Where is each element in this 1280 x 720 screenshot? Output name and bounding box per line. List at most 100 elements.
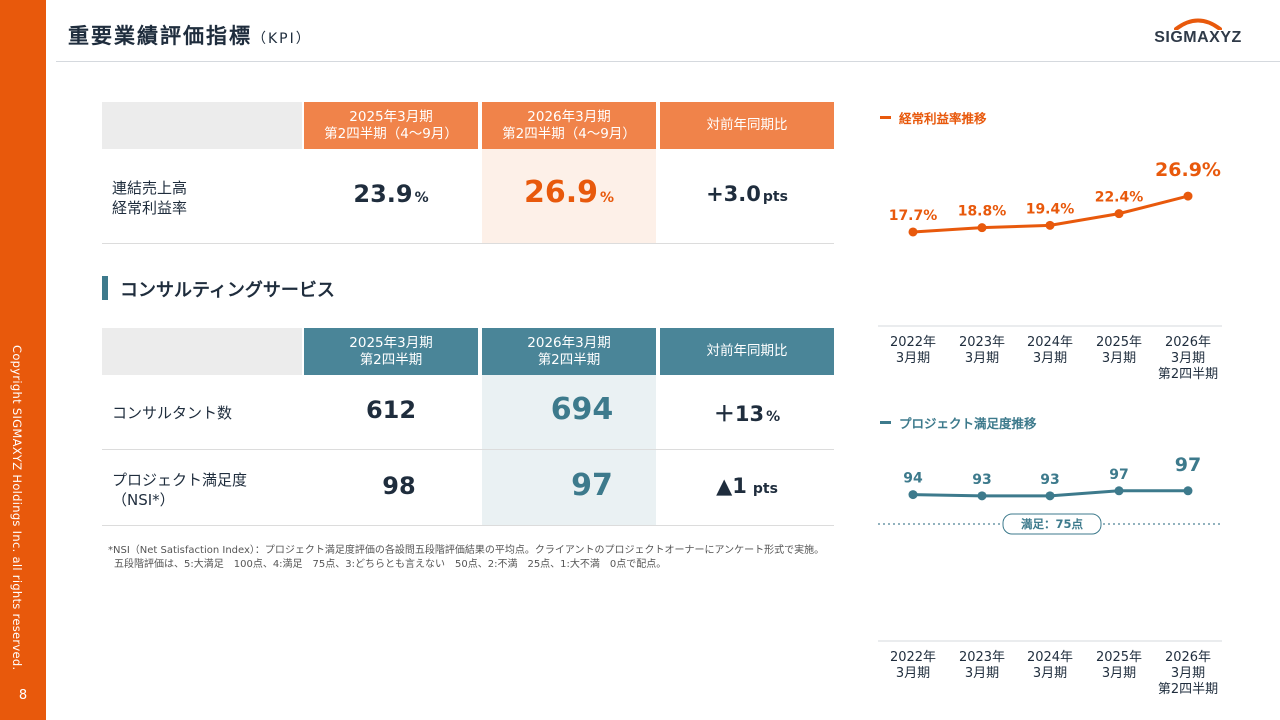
nsi-2026: 97 — [482, 468, 702, 508]
profit-chart-point — [908, 227, 918, 237]
kpi-value-yoy-number: +3.0 — [706, 182, 761, 206]
nsi-chart-category-label: 3月期 — [1033, 666, 1067, 681]
profit-chart-point — [1183, 191, 1193, 201]
nsi-2026-number: 97 — [571, 468, 613, 503]
kpi-col-2026-line1: 2026年3月期 — [527, 108, 611, 125]
nsi-chart-title: プロジェクト満足度推移 — [880, 413, 1037, 432]
kpi-col-yoy-label: 対前年同期比 — [706, 117, 788, 133]
nsi-chart-category-label: 2022年 — [890, 650, 936, 665]
nsi-chart-point — [977, 491, 987, 501]
nsi-chart-category-label: 第2四半期 — [1158, 682, 1218, 697]
consulting-col-yoy: 対前年同期比 — [660, 328, 834, 375]
kpi-table-blank-header — [102, 102, 302, 149]
nsi-chart-category-label: 3月期 — [896, 666, 930, 681]
nsi-2025-number: 98 — [382, 472, 416, 500]
nsi-chart-point — [1183, 486, 1193, 496]
consultant-count-2026-number: 694 — [550, 392, 614, 427]
profit-chart-data-label: 19.4% — [1026, 201, 1075, 217]
title-divider — [56, 61, 1280, 62]
nsi-yoy-unit: pts — [752, 481, 778, 497]
logo-text: SIGMAXYZ — [1154, 29, 1242, 46]
nsi-chart-category-label: 2023年 — [959, 650, 1005, 665]
profit-rate-chart: 17.7% 18.8% 19.4%22.4%26.9%2022年3月期2023年3月… — [878, 159, 1222, 382]
nsi-chart-category-label: 2026年 — [1165, 650, 1211, 665]
profit-chart-category-label: 2024年 — [1027, 335, 1073, 350]
consulting-col-2025-line2: 第2四半期 — [359, 351, 423, 368]
page-title: 重要業績評価指標（KPI） — [68, 20, 312, 50]
nsi-yoy-number: ▲1 — [716, 474, 747, 498]
kpi-col-2026: 2026年3月期 第2四半期（4～9月） — [482, 102, 656, 149]
profit-chart-title: 経常利益率推移 — [880, 108, 987, 127]
copyright-text: Copyright SIGMAXYZ Holdings Inc. all rig… — [10, 345, 24, 671]
page-title-sub: （KPI） — [252, 31, 312, 47]
nsi-chart-data-label: 93 — [1040, 472, 1059, 488]
consultant-count-yoy-unit: % — [766, 409, 781, 425]
nsi-chart-category-label: 3月期 — [1171, 666, 1205, 681]
kpi-value-2026: 26.9% — [482, 175, 656, 215]
footnote: *NSI（Net Satisfaction Index）：プロジェクト満足度評価… — [108, 544, 824, 572]
profit-chart-data-label: 18.8% — [958, 204, 1007, 220]
profit-chart-category-label: 2022年 — [890, 335, 936, 350]
profit-chart-point — [1114, 209, 1124, 219]
profit-chart-category-label: 3月期 — [1102, 351, 1136, 366]
consulting-table-bottom — [102, 525, 834, 526]
sidebar: Copyright SIGMAXYZ Holdings Inc. all rig… — [0, 0, 46, 720]
nsi-chart-data-label: 93 — [972, 472, 991, 488]
profit-chart-category-label: 3月期 — [1033, 351, 1067, 366]
consultant-count-label-text: コンサルタント数 — [112, 404, 233, 422]
nsi-label-line1: プロジェクト満足度 — [112, 471, 248, 489]
consulting-col-2025: 2025年3月期 第2四半期 — [304, 328, 478, 375]
nsi-chart-point — [1114, 486, 1124, 496]
kpi-value-2026-number: 26.9 — [523, 175, 598, 210]
profit-chart-category-label: 3月期 — [896, 351, 930, 366]
section-title: コンサルティングサービス — [120, 280, 335, 301]
kpi-value-yoy: +3.0 pts — [660, 182, 834, 218]
footnote-line2: 五段階評価は、5:大満足 100点、4:満足 75点、3:どちらとも言えない 5… — [114, 559, 667, 570]
kpi-value-2026-unit: % — [600, 190, 615, 206]
kpi-value-2025: 23.9% — [304, 180, 478, 216]
nsi-chart-data-label: 94 — [903, 471, 923, 487]
consultant-count-2025-number: 612 — [365, 396, 417, 424]
kpi-row-divider — [102, 243, 834, 244]
kpi-col-2025: 2025年3月期 第2四半期（4～9月） — [304, 102, 478, 149]
consulting-col-2025-line1: 2025年3月期 — [349, 334, 433, 351]
profit-chart-title-text: 経常利益率推移 — [899, 111, 987, 126]
consulting-table-blank-header — [102, 328, 302, 375]
nsi-chart-title-text: プロジェクト満足度推移 — [899, 416, 1037, 431]
nsi-yoy: ▲1 pts — [660, 474, 834, 508]
nsi-chart-point — [908, 490, 918, 500]
page-title-main: 重要業績評価指標 — [68, 24, 252, 48]
profit-chart-category-label: 3月期 — [965, 351, 999, 366]
kpi-col-2025-line1: 2025年3月期 — [349, 108, 433, 125]
nsi-label-line2: （NSI*） — [112, 491, 175, 509]
profit-chart-category-label: 3月期 — [1171, 351, 1205, 366]
footnote-line1: *NSI（Net Satisfaction Index）：プロジェクト満足度評価… — [108, 545, 825, 556]
profit-chart-data-label: 22.4% — [1095, 190, 1144, 206]
profit-chart-category-label: 2026年 — [1165, 335, 1211, 350]
kpi-col-2025-line2: 第2四半期（4～9月） — [324, 125, 458, 142]
company-logo: SIGMAXYZ — [1142, 16, 1254, 46]
nsi-2025: 98 — [312, 472, 486, 506]
profit-chart-data-label: 17.7% — [889, 208, 938, 224]
consulting-highlight-column — [482, 375, 656, 525]
kpi-col-yoy: 対前年同期比 — [660, 102, 834, 149]
consulting-col-yoy-label: 対前年同期比 — [706, 343, 788, 359]
consulting-col-2026: 2026年3月期 第2四半期 — [482, 328, 656, 375]
profit-chart-legend-dash — [880, 116, 891, 119]
section-accent-bar — [102, 276, 108, 300]
consultant-count-2026: 694 — [482, 392, 682, 432]
kpi-row-label-line1: 連結売上高 — [112, 179, 188, 197]
nsi-chart-reference-label: 満足：75点 — [1021, 517, 1084, 531]
kpi-value-yoy-unit: pts — [762, 189, 788, 205]
nsi-chart-category-label: 3月期 — [1102, 666, 1136, 681]
consultant-count-yoy-number: ＋13 — [713, 402, 765, 426]
profit-chart-point — [1045, 220, 1055, 230]
consultant-count-label: コンサルタント数 — [112, 403, 232, 423]
kpi-row-label-line2: 経常利益率 — [112, 199, 188, 217]
nsi-chart-category-label: 2024年 — [1027, 650, 1073, 665]
kpi-value-2025-number: 23.9 — [353, 180, 413, 208]
logo-arc-icon — [1174, 18, 1222, 30]
consulting-row-divider — [102, 449, 834, 450]
kpi-value-2025-unit: % — [414, 190, 429, 206]
